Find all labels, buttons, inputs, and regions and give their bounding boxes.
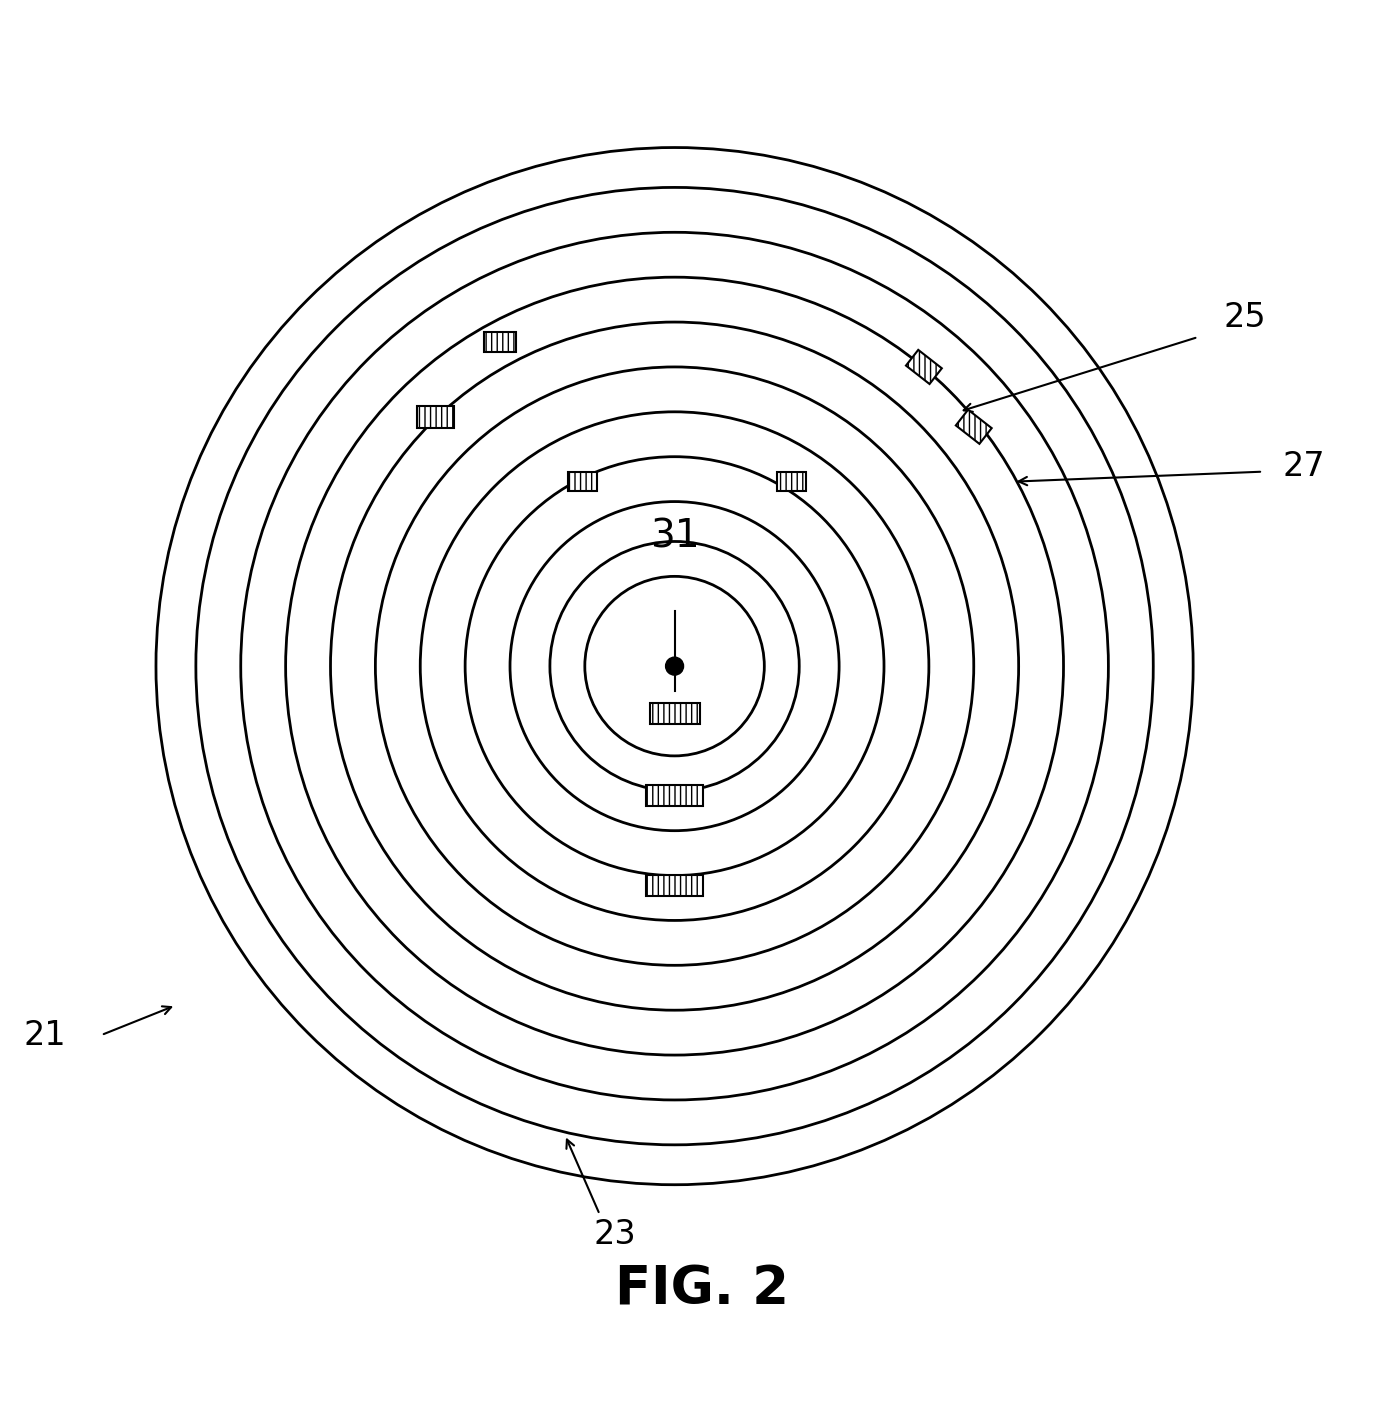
- Circle shape: [666, 658, 684, 675]
- Bar: [484, 332, 516, 352]
- Bar: [649, 704, 700, 723]
- Bar: [646, 785, 704, 806]
- Bar: [956, 410, 992, 444]
- Text: 31: 31: [649, 518, 700, 555]
- Text: 21: 21: [24, 1019, 66, 1052]
- Text: 25: 25: [1223, 301, 1266, 334]
- Bar: [417, 405, 453, 428]
- Bar: [907, 350, 942, 384]
- Bar: [568, 472, 597, 491]
- Bar: [646, 875, 704, 896]
- Text: 23: 23: [593, 1219, 637, 1251]
- Bar: [778, 472, 806, 491]
- Text: 27: 27: [1283, 450, 1325, 484]
- Text: FIG. 2: FIG. 2: [616, 1263, 789, 1316]
